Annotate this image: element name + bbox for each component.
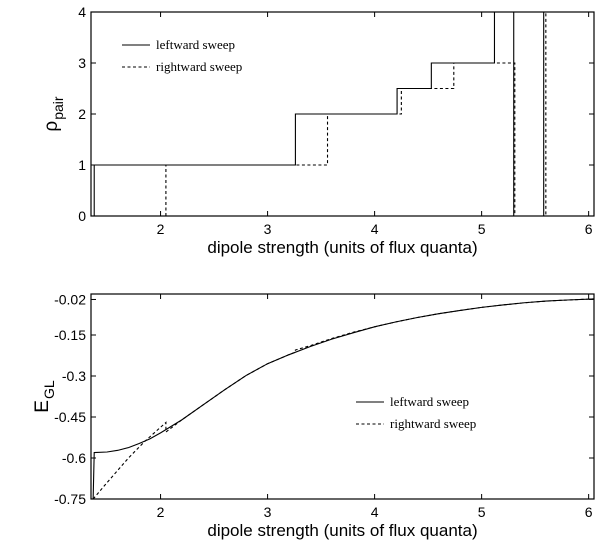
chart1-y-axis-label-main: E — [32, 400, 53, 413]
chart0-xtick-label: 3 — [264, 221, 272, 237]
chart1-xtick-label: 6 — [585, 504, 593, 520]
chart0-ytick-label: 0 — [78, 208, 86, 224]
chart1-ytick-label: -0.6 — [62, 450, 86, 466]
chart1-xtick-label: 2 — [157, 504, 165, 520]
chart0-xtick-label: 2 — [157, 221, 165, 237]
chart1-series-rightward-sweep — [92, 298, 595, 500]
chart1-ytick-label: -0.45 — [54, 409, 86, 425]
chart1-ytick-label: -0.3 — [62, 368, 86, 384]
chart0-x-axis-label: dipole strength (units of flux quanta) — [207, 238, 477, 257]
chart1-xtick-label: 5 — [478, 504, 486, 520]
plot-e-gl: 2 3 4 5 6 -0.75 -0.6 -0.45 -0.3 -0.15 -0.02 dipole … — [32, 291, 595, 540]
chart1-legend-label: leftward sweep — [390, 394, 469, 409]
chart0-xtick-label: 4 — [371, 221, 379, 237]
chart1-legend: leftward sweep rightward sweep — [356, 394, 476, 431]
chart0-series-rightward-sweep — [165, 11, 594, 217]
chart0-y-axis-label-main: ρ — [41, 121, 62, 132]
chart0-legend-label: leftward sweep — [156, 37, 235, 52]
chart1-y-axis-label-sub: GL — [41, 380, 57, 399]
chart1-y-axis-label: EGL — [32, 380, 57, 413]
chart1-ytick-label: -0.02 — [54, 291, 86, 307]
chart1-ytick-label: -0.75 — [54, 491, 86, 507]
chart0-ytick-label: 4 — [78, 4, 86, 20]
chart1-xtick-label: 3 — [264, 504, 272, 520]
chart1-axes-box — [90, 293, 595, 500]
chart0-ytick-label: 2 — [78, 106, 86, 122]
chart1-ytick-label: -0.15 — [54, 327, 86, 343]
chart1-xtick-label: 4 — [371, 504, 379, 520]
chart0-legend: leftward sweep rightward sweep — [122, 37, 242, 74]
chart0-y-axis-label-sub: pair — [50, 96, 66, 120]
chart1-legend-label: rightward sweep — [390, 416, 476, 431]
chart0-xtick-label: 5 — [478, 221, 486, 237]
chart1-series-leftward-sweep — [92, 298, 595, 500]
chart0-xtick-label: 6 — [585, 221, 593, 237]
chart0-ytick-label: 1 — [78, 157, 86, 173]
chart1-x-axis-label: dipole strength (units of flux quanta) — [207, 521, 477, 540]
chart0-ytick-label: 3 — [78, 55, 86, 71]
chart0-legend-label: rightward sweep — [156, 59, 242, 74]
